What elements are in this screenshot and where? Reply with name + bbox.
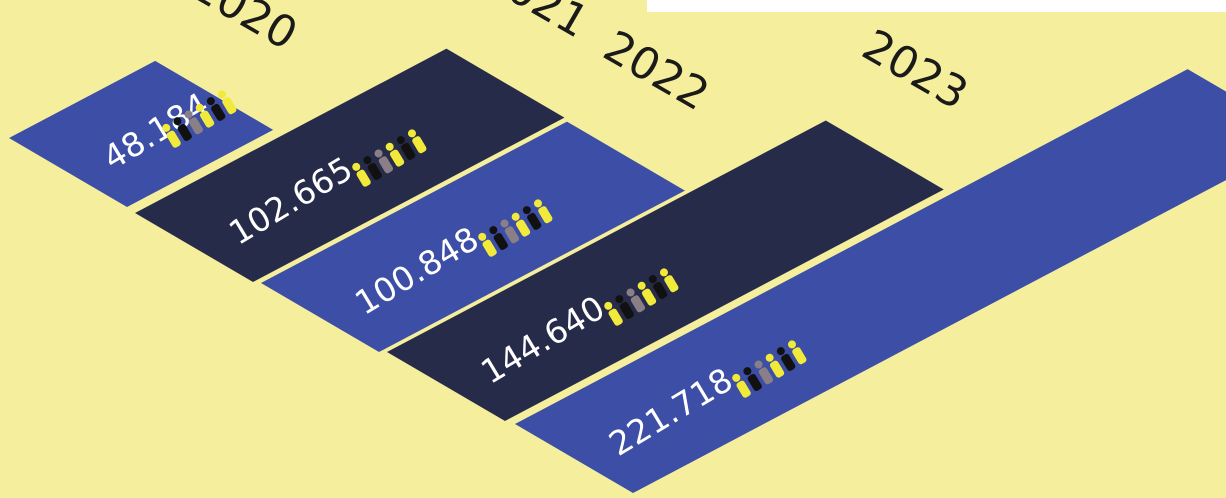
people-icon bbox=[162, 90, 237, 148]
year-label-2022: 2022 bbox=[595, 21, 717, 121]
year-label-2021: 2021 bbox=[474, 0, 596, 48]
people-icon bbox=[478, 199, 553, 257]
bar-2024 bbox=[515, 69, 1226, 493]
people-icon bbox=[732, 340, 807, 398]
year-label-2023: 2023 bbox=[854, 20, 976, 120]
bar-2020 bbox=[9, 60, 274, 207]
bar-2022 bbox=[261, 121, 685, 352]
bar-2021 bbox=[135, 48, 565, 283]
header-panel bbox=[647, 0, 1226, 12]
people-icon bbox=[604, 268, 679, 326]
people-icon bbox=[352, 129, 427, 187]
year-label-2020: 2020 bbox=[183, 0, 305, 60]
